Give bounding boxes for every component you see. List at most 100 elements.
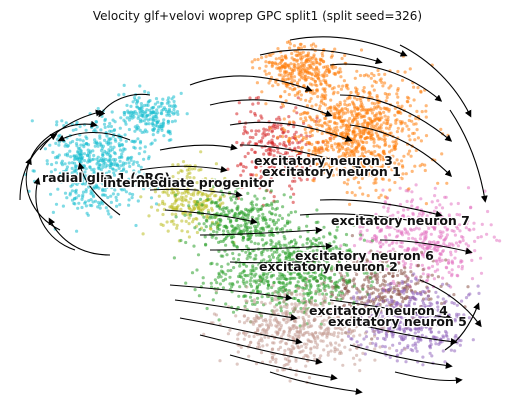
cell-point [241,164,246,169]
cell-point [280,216,284,220]
cell-point [375,239,379,243]
cell-point [366,124,370,128]
cell-point [267,81,271,85]
cell-point [193,226,197,230]
cell-point [283,274,287,278]
cell-point [248,255,252,259]
cell-point [305,224,309,228]
cell-point [75,138,79,142]
cell-point [296,96,300,100]
cell-point [321,139,325,143]
cell-point [437,235,441,239]
cell-point [284,283,288,287]
cell-point [217,179,222,184]
cell-point [192,193,196,197]
cell-point [152,179,156,183]
cell-point [170,110,174,114]
cell-point [176,171,180,175]
cell-point [254,165,258,169]
cell-point [300,64,304,68]
cell-point [366,171,371,175]
cell-point [246,212,251,216]
cell-point [436,248,440,252]
cell-point [276,123,280,127]
cell-point [288,280,292,284]
cell-point [73,202,77,206]
cell-point [284,293,288,297]
cell-point [450,272,454,276]
cell-point [314,123,318,127]
cell-point [322,65,326,69]
cell-point [382,205,386,209]
cell-point [337,84,341,88]
cell-point [156,100,160,104]
cell-point [441,249,445,253]
cell-point [77,194,81,198]
cell-point [208,197,213,201]
cell-point [308,239,313,243]
cell-point [348,348,352,352]
cell-point [334,280,338,284]
cell-point [108,121,112,126]
cell-point [238,285,242,289]
cell-point [179,202,184,206]
cell-point [254,253,258,257]
cell-point [333,121,337,125]
cell-point [238,320,242,324]
cell-point [370,130,374,134]
cell-point [363,137,367,141]
cell-point [293,296,297,301]
cell-point [199,186,203,190]
cell-point [404,172,408,176]
cell-point [302,61,306,66]
cell-point [371,108,375,112]
cell-point [419,292,423,297]
cell-point [124,139,128,143]
cell-point [206,197,210,201]
cell-point [387,86,391,90]
cell-point [353,96,357,100]
cell-point [413,138,417,142]
cell-point [334,116,339,120]
cell-point [262,233,266,238]
cell-point [83,159,87,163]
cell-point [60,159,64,163]
cell-point [310,340,314,344]
cell-point [93,128,97,132]
cell-point [245,208,249,212]
cell-point [441,276,445,280]
cell-point [148,99,152,103]
cell-point [175,226,179,230]
cell-point [80,197,84,201]
cell-point [264,128,268,132]
cell-point [348,96,352,100]
cell-point [108,158,113,162]
cell-point [214,162,218,166]
cell-point [414,148,418,153]
cell-point [328,162,332,166]
cell-point [309,97,313,101]
cell-point [183,213,187,217]
cell-point [299,117,303,121]
cell-point [270,61,274,65]
cell-point [408,265,413,270]
cell-point [405,99,409,103]
cell-point [423,163,427,167]
cell-point [440,152,444,156]
cell-point [96,205,100,209]
cell-point [388,285,393,289]
cell-point [110,129,114,133]
cell-point [436,199,440,203]
cell-point [98,206,102,210]
cell-point [376,68,380,73]
cell-point [434,206,438,210]
cell-point [254,129,258,133]
cell-point [380,137,384,141]
cell-point [184,240,188,245]
cell-point [438,256,442,260]
cell-point [71,128,75,132]
cell-point [332,105,336,109]
cell-point [333,47,337,51]
cell-point [298,330,302,334]
cell-point [115,198,119,202]
